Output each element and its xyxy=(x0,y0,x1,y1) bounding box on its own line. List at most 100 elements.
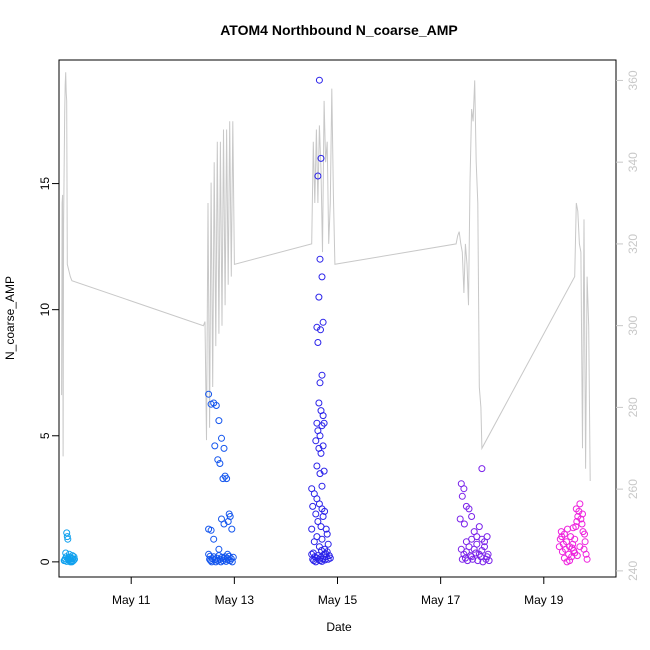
data-point xyxy=(318,273,326,281)
data-point xyxy=(314,172,322,180)
y-tick-label: 5 xyxy=(38,432,52,439)
data-point xyxy=(229,553,237,561)
plot-frame xyxy=(58,59,617,578)
y2-tick-label: 260 xyxy=(626,479,640,499)
data-point xyxy=(581,530,588,538)
data-point xyxy=(576,500,584,508)
data-point xyxy=(478,465,486,473)
line-series-path xyxy=(61,72,591,482)
data-point xyxy=(228,558,236,566)
data-point xyxy=(576,543,584,551)
data-point xyxy=(458,555,466,563)
data-point xyxy=(224,550,232,558)
data-point xyxy=(313,462,321,470)
data-point xyxy=(475,523,483,531)
data-point xyxy=(63,533,71,541)
y2-tick-label: 280 xyxy=(626,397,640,417)
data-point xyxy=(216,460,224,467)
data-point xyxy=(563,558,571,566)
x-tick-label: May 15 xyxy=(318,593,358,607)
data-point xyxy=(322,525,330,533)
data-point xyxy=(316,379,324,387)
data-point xyxy=(309,549,317,557)
data-point xyxy=(319,442,327,450)
data-point xyxy=(312,510,320,518)
data-point xyxy=(319,318,327,326)
data-point xyxy=(320,467,328,475)
data-point xyxy=(322,550,330,557)
x-tick-label: May 19 xyxy=(524,593,564,607)
chart-title: ATOM4 Northbound N_coarse_AMP xyxy=(220,22,458,38)
data-point xyxy=(315,399,323,407)
data-point xyxy=(456,515,464,523)
data-point xyxy=(571,535,579,543)
data-point xyxy=(321,507,329,515)
points-layer xyxy=(60,76,591,566)
y-tick-label: 0 xyxy=(38,558,52,565)
data-point xyxy=(318,482,326,490)
data-point xyxy=(563,538,570,546)
data-point xyxy=(583,555,591,563)
data-point xyxy=(481,543,488,551)
data-point xyxy=(314,339,322,346)
data-point xyxy=(210,535,218,543)
bottom-axis: May 11 May 13 May 15 May 17 May 19 xyxy=(112,577,564,607)
x-axis-label: Date xyxy=(326,620,352,634)
left-axis: 0 5 10 15 xyxy=(38,177,60,565)
data-point xyxy=(326,554,334,562)
data-point xyxy=(485,557,493,565)
data-point xyxy=(569,524,577,532)
data-point xyxy=(220,520,228,528)
data-point xyxy=(581,538,589,546)
data-point xyxy=(221,472,229,480)
data-point xyxy=(483,533,491,541)
data-point xyxy=(460,485,468,493)
data-point xyxy=(469,555,477,563)
y2-tick-label: 240 xyxy=(626,561,640,581)
data-point xyxy=(317,154,325,162)
data-point xyxy=(317,326,324,334)
data-point xyxy=(308,525,316,533)
data-point xyxy=(317,449,325,457)
data-point xyxy=(573,552,581,560)
data-point xyxy=(577,515,585,523)
data-point xyxy=(205,390,213,398)
data-point xyxy=(312,437,320,445)
data-point xyxy=(468,513,476,520)
y2-tick-label: 360 xyxy=(626,70,640,90)
data-point xyxy=(212,402,220,409)
data-point xyxy=(582,550,590,558)
data-point xyxy=(460,520,468,528)
data-point xyxy=(320,419,328,427)
data-point xyxy=(220,444,228,452)
data-point xyxy=(472,549,480,557)
data-point xyxy=(458,492,466,500)
y-axis-label: N_coarse_AMP xyxy=(3,276,17,360)
data-point xyxy=(227,555,235,563)
data-point xyxy=(324,540,332,548)
data-point xyxy=(211,442,219,450)
data-point xyxy=(207,526,215,534)
data-point xyxy=(468,535,476,543)
data-point xyxy=(568,544,576,552)
data-point xyxy=(316,432,324,440)
data-point xyxy=(464,557,471,565)
data-point xyxy=(309,502,317,510)
y2-tick-label: 300 xyxy=(626,315,640,335)
data-point xyxy=(226,513,234,520)
data-point xyxy=(316,255,324,263)
data-point xyxy=(318,535,326,543)
data-point xyxy=(319,513,327,520)
data-point xyxy=(206,552,214,560)
data-point xyxy=(314,518,322,525)
data-point xyxy=(215,417,223,425)
data-point xyxy=(473,540,481,548)
data-point xyxy=(579,510,586,518)
data-point xyxy=(572,505,580,513)
data-point xyxy=(215,545,223,553)
data-point xyxy=(64,554,72,562)
x-tick-label: May 11 xyxy=(112,593,151,607)
x-tick-label: May 13 xyxy=(215,593,255,607)
